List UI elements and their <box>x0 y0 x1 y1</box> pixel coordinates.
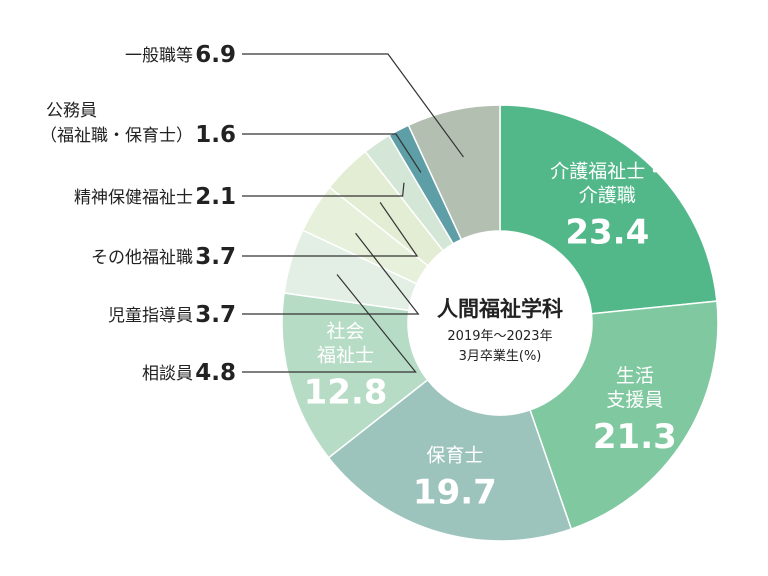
slice-label-1-line-2: 介護職 <box>579 184 636 206</box>
donut-slices <box>281 104 719 542</box>
leader-line-6 <box>242 232 420 315</box>
slice-value-10: 6.9 <box>195 42 236 68</box>
slice-label-4-line-1: 社会 <box>327 321 365 343</box>
slice-value-9: 1.6 <box>195 122 236 148</box>
slice-value-8: 2.1 <box>195 184 236 210</box>
slice-label-2-line-2: 支援員 <box>606 389 663 411</box>
slice-value-6: 3.7 <box>195 302 236 328</box>
leader-lines <box>242 53 464 373</box>
leader-line-5 <box>242 274 417 373</box>
leader-line-10 <box>242 53 464 158</box>
leader-line-8 <box>242 182 405 197</box>
slice-label-9-line-1: 公務員 <box>46 101 97 121</box>
slice-label-1-line-1: 介護福祉士・ <box>550 160 664 182</box>
slice-value-5: 4.8 <box>195 360 236 386</box>
slice-value-3: 19.7 <box>413 473 497 513</box>
donut-hole <box>409 232 591 414</box>
slice-value-2: 21.3 <box>593 417 677 457</box>
leader-line-7 <box>242 202 419 257</box>
slice-label-6: 児童指導員 <box>108 306 193 326</box>
slice-value-1: 23.4 <box>565 212 649 252</box>
slice-label-10: 一般職等 <box>125 46 193 66</box>
slice-label-2-line-1: 生活 <box>616 365 654 387</box>
slice-1 <box>499 104 718 315</box>
slice-label-5: 相談員 <box>142 364 193 384</box>
slice-2 <box>529 300 719 530</box>
slice-label-4-line-2: 福祉士 <box>317 345 374 367</box>
leader-line-9 <box>242 133 422 173</box>
slice-label-8: 精神保健福祉士 <box>74 188 193 208</box>
slice-value-4: 12.8 <box>304 373 388 413</box>
slice-3 <box>327 378 573 542</box>
slice-value-7: 3.7 <box>195 244 236 270</box>
center-subtitle-line2: 3月卒業生(%) <box>459 348 542 364</box>
slice-label-3-line-1: 保育士 <box>426 445 483 467</box>
slice-10 <box>407 104 501 241</box>
slice-4 <box>281 292 429 459</box>
center-title: 人間福祉学科 <box>437 297 563 321</box>
slice-label-9-line-2: （福祉職・保育士） <box>40 126 193 146</box>
center-subtitle-line1: 2019年〜2023年 <box>447 329 552 344</box>
slice-label-7: その他福祉職 <box>91 248 193 268</box>
